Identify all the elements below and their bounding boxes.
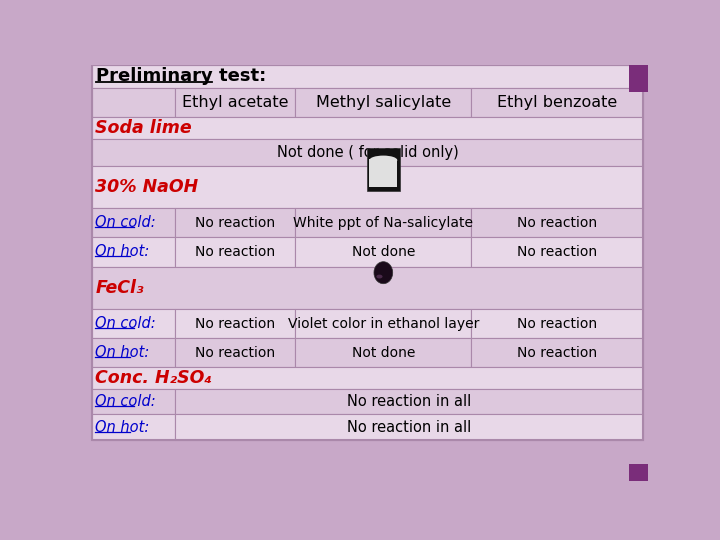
Bar <box>295 237 472 267</box>
Bar <box>91 367 644 389</box>
Bar <box>91 208 175 237</box>
Bar <box>91 117 644 139</box>
Bar <box>91 139 644 166</box>
Text: On hot:: On hot: <box>96 420 150 435</box>
Bar <box>175 309 295 338</box>
Ellipse shape <box>377 275 382 279</box>
Bar <box>91 267 644 309</box>
Text: 30% NaOH: 30% NaOH <box>96 178 199 196</box>
Bar <box>472 208 644 237</box>
Bar <box>295 338 472 367</box>
Text: Preliminary test:: Preliminary test: <box>96 68 266 85</box>
Bar <box>369 159 397 187</box>
Text: Soda lime: Soda lime <box>96 119 192 137</box>
Text: No reaction: No reaction <box>195 316 275 330</box>
Bar <box>629 464 648 481</box>
Text: On cold:: On cold: <box>96 215 156 230</box>
Text: On hot:: On hot: <box>96 245 150 259</box>
Text: On cold:: On cold: <box>96 394 156 409</box>
Bar <box>295 208 472 237</box>
Text: Ethyl benzoate: Ethyl benzoate <box>498 95 618 110</box>
Text: FeCl₃: FeCl₃ <box>96 279 144 296</box>
Text: No reaction: No reaction <box>517 215 598 230</box>
Bar <box>91 338 175 367</box>
Text: Ethyl acetate: Ethyl acetate <box>182 95 289 110</box>
Bar <box>175 414 644 440</box>
Bar <box>295 309 472 338</box>
Text: No reaction in all: No reaction in all <box>347 394 472 409</box>
Bar <box>175 237 295 267</box>
Bar <box>472 338 644 367</box>
Text: No reaction in all: No reaction in all <box>347 420 472 435</box>
Bar <box>175 88 295 117</box>
Bar <box>91 88 175 117</box>
Text: No reaction: No reaction <box>195 346 275 360</box>
Bar <box>91 414 175 440</box>
Text: On hot:: On hot: <box>96 345 150 360</box>
Bar <box>175 208 295 237</box>
Text: On cold:: On cold: <box>96 316 156 331</box>
Bar <box>175 338 295 367</box>
Ellipse shape <box>374 262 392 284</box>
Text: No reaction: No reaction <box>195 245 275 259</box>
Bar <box>472 309 644 338</box>
Bar <box>91 309 175 338</box>
Text: White ppt of Na-salicylate: White ppt of Na-salicylate <box>293 215 473 230</box>
Bar <box>175 389 644 414</box>
Text: Not done ( for solid only): Not done ( for solid only) <box>276 145 459 160</box>
Text: Not done: Not done <box>351 245 415 259</box>
Bar <box>91 166 644 208</box>
Bar <box>91 237 175 267</box>
Ellipse shape <box>369 156 397 165</box>
Text: Violet color in ethanol layer: Violet color in ethanol layer <box>288 316 479 330</box>
Bar <box>472 88 644 117</box>
Bar <box>91 389 175 414</box>
Bar <box>472 237 644 267</box>
Text: Conc. H₂SO₄: Conc. H₂SO₄ <box>96 369 212 387</box>
Bar <box>367 148 400 191</box>
Text: No reaction: No reaction <box>195 215 275 230</box>
Text: No reaction: No reaction <box>517 245 598 259</box>
Text: No reaction: No reaction <box>517 316 598 330</box>
Bar <box>295 88 472 117</box>
Text: Not done: Not done <box>351 346 415 360</box>
Text: Methyl salicylate: Methyl salicylate <box>315 95 451 110</box>
Text: No reaction: No reaction <box>517 346 598 360</box>
Bar <box>91 65 644 88</box>
Bar <box>629 65 648 92</box>
